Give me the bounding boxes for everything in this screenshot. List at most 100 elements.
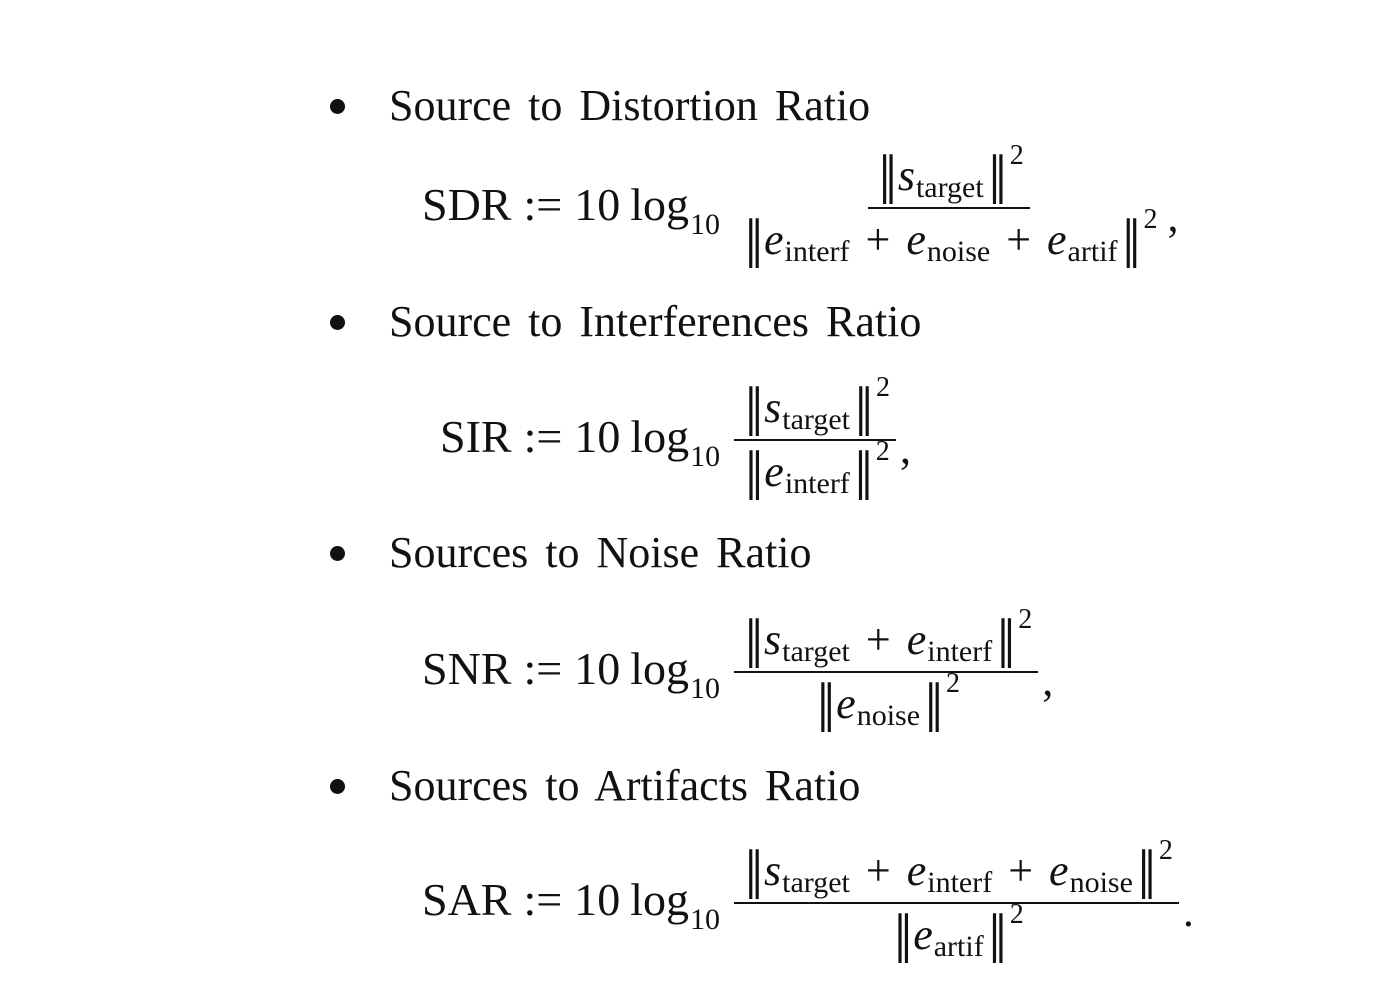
norm-close: ‖: [924, 675, 944, 733]
fraction: ‖ s target ‖ 2 ‖ e interf + e noise + e artif…: [734, 140, 1164, 269]
fraction: ‖ s target + e interf + e noise ‖ 2 ‖ e artif…: [734, 835, 1179, 964]
formula-lhs: SNR:= 10 log10: [422, 643, 720, 706]
coefficient: 10: [574, 411, 621, 462]
norm-open: ‖: [744, 842, 764, 900]
variable: e: [764, 447, 784, 496]
log-function: log: [630, 643, 689, 694]
log-base: 10: [690, 440, 721, 473]
plus-operator: +: [1006, 215, 1032, 264]
exponent: 2: [1143, 204, 1158, 235]
numerator: ‖ s target + e interf + e noise ‖ 2: [734, 835, 1179, 904]
norm-open: ‖: [744, 611, 764, 669]
subscript: noise: [1069, 866, 1133, 899]
subscript: target: [782, 403, 850, 436]
subscript: interf: [927, 635, 993, 668]
subscript: artif: [933, 930, 984, 963]
coefficient: 10: [574, 179, 621, 230]
log-base: 10: [690, 208, 720, 241]
variable: s: [764, 615, 782, 664]
plus-operator: +: [865, 215, 891, 264]
bullet-row: Source to Interferences Ratio: [330, 298, 921, 346]
metric-symbol: SDR: [422, 179, 512, 230]
variable: s: [764, 846, 782, 895]
denominator: ‖ e artif ‖ 2: [883, 899, 1030, 964]
log-function: log: [630, 179, 689, 230]
bullet-dot-icon: [330, 545, 345, 561]
subscript: target: [782, 866, 850, 899]
trailing-punctuation: ,: [1167, 191, 1179, 241]
subscript: noise: [856, 699, 921, 732]
variable: e: [764, 215, 784, 264]
exponent: 2: [1009, 899, 1024, 930]
subscript: interf: [784, 235, 850, 268]
norm-close: ‖: [853, 443, 874, 501]
denominator: ‖ e interf + e noise + e artif ‖ 2: [734, 204, 1164, 269]
fraction: ‖ s target + e interf ‖ 2 ‖ e noise ‖ 2: [734, 604, 1039, 733]
bullet-row: Source to Distortion Ratio: [330, 82, 870, 130]
formula-lhs: SIR:= 10 log10: [440, 411, 720, 474]
assign-operator: :=: [523, 179, 563, 230]
numerator: ‖ s target ‖ 2: [867, 140, 1030, 209]
variable: e: [913, 910, 933, 959]
variable: e: [1049, 846, 1069, 895]
norm-open: ‖: [893, 906, 913, 964]
exponent: 2: [1018, 604, 1033, 635]
norm-open: ‖: [744, 211, 764, 269]
variable: s: [897, 151, 915, 200]
log-function: log: [630, 874, 689, 925]
fraction: ‖ s target ‖ 2 ‖ e interf ‖ 2: [734, 372, 896, 501]
formula-sar: SAR:= 10 log10 ‖ s target + e interf + e nois…: [422, 835, 1194, 968]
norm-close: ‖: [987, 906, 1008, 964]
numerator: ‖ s target ‖ 2: [734, 372, 896, 441]
log-base: 10: [690, 903, 720, 936]
formula-sir: SIR:= 10 log10 ‖ s target ‖ 2 ‖ e interf ‖ 2 ,: [440, 372, 911, 505]
bullet-dot-icon: [330, 98, 345, 114]
metric-title: Source to Distortion Ratio: [389, 81, 871, 130]
trailing-punctuation: ,: [899, 423, 911, 473]
metric-title: Source to Interferences Ratio: [389, 297, 922, 346]
norm-close: ‖: [1121, 211, 1142, 269]
metric-symbol: SNR: [422, 643, 512, 694]
trailing-punctuation: ,: [1042, 655, 1054, 705]
norm-close: ‖: [1136, 842, 1157, 900]
bullet-dot-icon: [330, 778, 345, 794]
subscript: interf: [784, 467, 850, 500]
bullet-row: Sources to Noise Ratio: [330, 529, 812, 577]
variable: e: [1047, 215, 1067, 264]
exponent: 2: [946, 668, 961, 699]
assign-operator: :=: [523, 874, 563, 925]
exponent: 2: [875, 436, 890, 467]
metric-title: Sources to Noise Ratio: [389, 528, 812, 577]
variable: e: [836, 679, 856, 728]
metric-symbol: SIR: [440, 411, 512, 462]
variable: e: [906, 615, 927, 664]
subscript: target: [915, 171, 984, 204]
norm-close: ‖: [987, 147, 1008, 205]
plus-operator: +: [865, 846, 891, 895]
norm-close: ‖: [996, 611, 1016, 669]
assign-operator: :=: [523, 643, 563, 694]
norm-open: ‖: [744, 443, 764, 501]
norm-open: ‖: [816, 675, 836, 733]
subscript: noise: [926, 235, 991, 268]
metric-title: Sources to Artifacts Ratio: [389, 761, 861, 810]
bullet-row: Sources to Artifacts Ratio: [330, 762, 860, 810]
exponent: 2: [1009, 140, 1024, 171]
log-function: log: [630, 411, 690, 462]
variable: e: [906, 215, 926, 264]
coefficient: 10: [574, 643, 621, 694]
subscript: interf: [927, 866, 993, 899]
exponent: 2: [875, 372, 890, 403]
trailing-punctuation: .: [1182, 886, 1194, 936]
variable: s: [764, 383, 782, 432]
subscript: target: [782, 635, 850, 668]
assign-operator: :=: [523, 411, 563, 462]
numerator: ‖ s target + e interf ‖ 2: [734, 604, 1039, 673]
denominator: ‖ e noise ‖ 2: [806, 668, 966, 733]
formula-lhs: SAR:= 10 log10: [422, 874, 720, 937]
subscript: artif: [1067, 235, 1118, 268]
norm-open: ‖: [877, 147, 898, 205]
formula-lhs: SDR:= 10 log10: [422, 179, 720, 242]
